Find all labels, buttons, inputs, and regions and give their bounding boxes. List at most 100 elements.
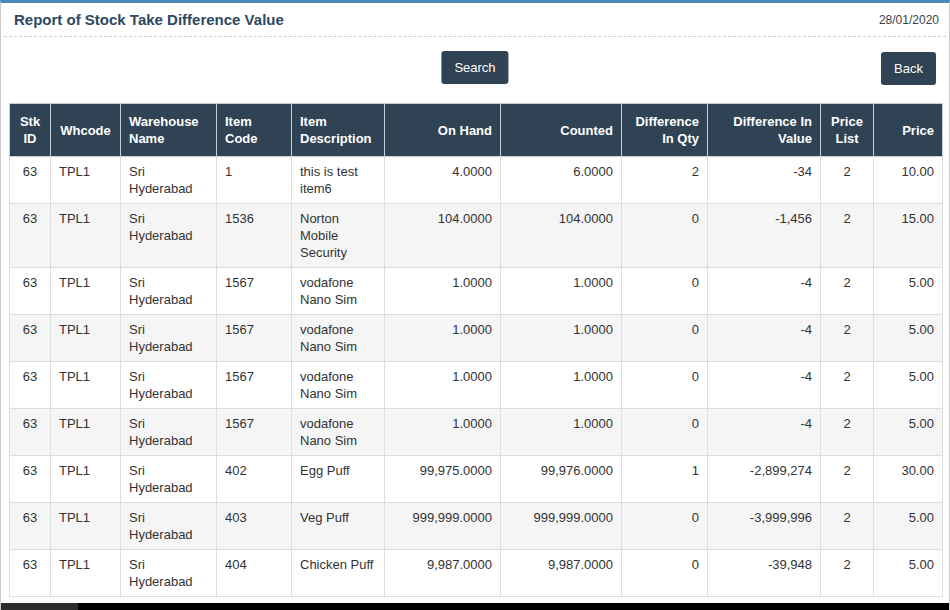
- horizontal-scrollbar-thumb[interactable]: [78, 603, 949, 610]
- cell-price-list: 2: [821, 268, 874, 315]
- cell-warehouse-name: Sri Hyderabad: [121, 268, 217, 315]
- cell-difference-in-qty: 0: [622, 503, 708, 550]
- page-header: Report of Stock Take Difference Value 28…: [1, 3, 949, 28]
- table-header-row: Stk IDWhcodeWarehouse NameItem CodeItem …: [10, 104, 943, 157]
- cell-warehouse-name: Sri Hyderabad: [121, 456, 217, 503]
- search-button[interactable]: Search: [441, 51, 508, 84]
- cell-whcode: TPL1: [51, 550, 121, 597]
- cell-difference-in-value: -4: [708, 315, 821, 362]
- cell-warehouse-name: Sri Hyderabad: [121, 204, 217, 268]
- cell-stk-id: 63: [10, 550, 51, 597]
- column-header-price-list: Price List: [821, 104, 874, 157]
- column-header-price: Price: [874, 104, 943, 157]
- cell-whcode: TPL1: [51, 456, 121, 503]
- cell-item-code: 1536: [217, 204, 292, 268]
- back-button[interactable]: Back: [881, 52, 936, 85]
- column-header-whcode: Whcode: [51, 104, 121, 157]
- cell-item-code: 402: [217, 456, 292, 503]
- cell-on-hand: 9,987.0000: [385, 550, 501, 597]
- cell-difference-in-value: -4: [708, 268, 821, 315]
- column-header-item-description: Item Description: [292, 104, 385, 157]
- cell-difference-in-qty: 0: [622, 204, 708, 268]
- cell-on-hand: 4.0000: [385, 157, 501, 204]
- cell-stk-id: 63: [10, 362, 51, 409]
- column-header-item-code: Item Code: [217, 104, 292, 157]
- cell-counted: 6.0000: [501, 157, 622, 204]
- cell-price: 5.00: [874, 409, 943, 456]
- cell-item-description: Veg Puff: [292, 503, 385, 550]
- cell-whcode: TPL1: [51, 315, 121, 362]
- cell-on-hand: 1.0000: [385, 315, 501, 362]
- cell-warehouse-name: Sri Hyderabad: [121, 550, 217, 597]
- cell-item-code: 1567: [217, 315, 292, 362]
- cell-item-code: 404: [217, 550, 292, 597]
- table-row: 63TPL1Sri Hyderabad1567vodafone Nano Sim…: [10, 409, 943, 456]
- cell-stk-id: 63: [10, 157, 51, 204]
- cell-stk-id: 63: [10, 268, 51, 315]
- page-title: Report of Stock Take Difference Value: [14, 11, 284, 28]
- column-header-difference-in-qty: Difference In Qty: [622, 104, 708, 157]
- cell-price-list: 2: [821, 315, 874, 362]
- cell-price-list: 2: [821, 503, 874, 550]
- cell-difference-in-qty: 1: [622, 456, 708, 503]
- cell-item-description: Chicken Puff: [292, 550, 385, 597]
- cell-on-hand: 104.0000: [385, 204, 501, 268]
- column-header-stk-id: Stk ID: [10, 104, 51, 157]
- cell-difference-in-value: -4: [708, 362, 821, 409]
- cell-whcode: TPL1: [51, 503, 121, 550]
- column-header-on-hand: On Hand: [385, 104, 501, 157]
- cell-difference-in-value: -4: [708, 409, 821, 456]
- cell-on-hand: 99,975.0000: [385, 456, 501, 503]
- cell-counted: 999,999.0000: [501, 503, 622, 550]
- cell-price-list: 2: [821, 550, 874, 597]
- cell-whcode: TPL1: [51, 204, 121, 268]
- cell-price: 10.00: [874, 157, 943, 204]
- cell-difference-in-value: -39,948: [708, 550, 821, 597]
- cell-difference-in-value: -2,899,274: [708, 456, 821, 503]
- column-header-difference-in-value: Difference In Value: [708, 104, 821, 157]
- cell-price: 5.00: [874, 362, 943, 409]
- stock-take-table: Stk IDWhcodeWarehouse NameItem CodeItem …: [9, 103, 943, 597]
- cell-difference-in-qty: 0: [622, 315, 708, 362]
- cell-on-hand: 1.0000: [385, 409, 501, 456]
- cell-item-description: Egg Puff: [292, 456, 385, 503]
- cell-price-list: 2: [821, 157, 874, 204]
- column-header-warehouse-name: Warehouse Name: [121, 104, 217, 157]
- cell-item-code: 1: [217, 157, 292, 204]
- cell-whcode: TPL1: [51, 268, 121, 315]
- cell-warehouse-name: Sri Hyderabad: [121, 157, 217, 204]
- cell-stk-id: 63: [10, 204, 51, 268]
- cell-item-description: vodafone Nano Sim: [292, 268, 385, 315]
- cell-counted: 1.0000: [501, 315, 622, 362]
- cell-item-description: this is test item6: [292, 157, 385, 204]
- table-row: 63TPL1Sri Hyderabad403Veg Puff999,999.00…: [10, 503, 943, 550]
- cell-stk-id: 63: [10, 456, 51, 503]
- table-row: 63TPL1Sri Hyderabad1this is test item64.…: [10, 157, 943, 204]
- cell-on-hand: 999,999.0000: [385, 503, 501, 550]
- table-row: 63TPL1Sri Hyderabad1567vodafone Nano Sim…: [10, 315, 943, 362]
- cell-item-code: 1567: [217, 362, 292, 409]
- cell-counted: 99,976.0000: [501, 456, 622, 503]
- cell-item-code: 1567: [217, 268, 292, 315]
- cell-stk-id: 63: [10, 409, 51, 456]
- cell-counted: 1.0000: [501, 268, 622, 315]
- cell-item-code: 403: [217, 503, 292, 550]
- cell-price-list: 2: [821, 362, 874, 409]
- report-date: 28/01/2020: [879, 13, 939, 27]
- horizontal-scrollbar[interactable]: [1, 603, 949, 610]
- cell-difference-in-value: -1,456: [708, 204, 821, 268]
- cell-difference-in-qty: 2: [622, 157, 708, 204]
- cell-price-list: 2: [821, 409, 874, 456]
- cell-stk-id: 63: [10, 503, 51, 550]
- cell-whcode: TPL1: [51, 362, 121, 409]
- cell-price: 5.00: [874, 503, 943, 550]
- column-header-counted: Counted: [501, 104, 622, 157]
- cell-difference-in-qty: 0: [622, 550, 708, 597]
- cell-difference-in-qty: 0: [622, 409, 708, 456]
- cell-warehouse-name: Sri Hyderabad: [121, 409, 217, 456]
- cell-price-list: 2: [821, 456, 874, 503]
- cell-stk-id: 63: [10, 315, 51, 362]
- cell-item-code: 1567: [217, 409, 292, 456]
- cell-price: 5.00: [874, 268, 943, 315]
- cell-item-description: vodafone Nano Sim: [292, 315, 385, 362]
